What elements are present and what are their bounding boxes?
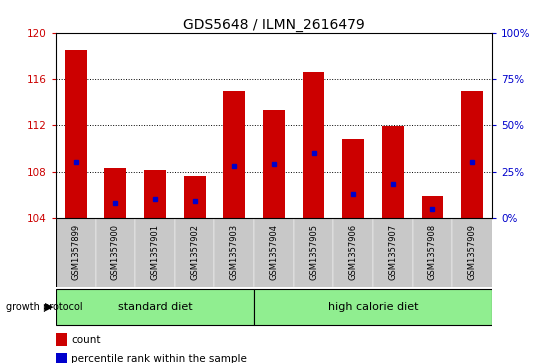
Bar: [56, 333, 67, 346]
Text: GSM1357909: GSM1357909: [467, 224, 477, 280]
Text: standard diet: standard diet: [118, 302, 192, 312]
Text: GSM1357907: GSM1357907: [389, 224, 397, 280]
Text: percentile rank within the sample: percentile rank within the sample: [71, 354, 247, 363]
Bar: [105, 168, 126, 218]
Bar: [373, 218, 413, 287]
Bar: [56, 218, 96, 287]
Bar: [302, 72, 324, 218]
Bar: [254, 289, 492, 325]
Text: GSM1357899: GSM1357899: [71, 224, 80, 280]
Title: GDS5648 / ILMN_2616479: GDS5648 / ILMN_2616479: [183, 18, 365, 32]
Bar: [421, 196, 443, 218]
Bar: [175, 218, 215, 287]
Bar: [413, 218, 452, 287]
Text: count: count: [71, 335, 101, 345]
Text: GSM1357908: GSM1357908: [428, 224, 437, 280]
Text: high calorie diet: high calorie diet: [328, 302, 418, 312]
Bar: [224, 90, 245, 218]
Text: ▶: ▶: [45, 302, 53, 312]
Bar: [293, 218, 333, 287]
Bar: [461, 90, 483, 218]
Bar: [215, 218, 254, 287]
Text: GSM1357905: GSM1357905: [309, 224, 318, 280]
Bar: [96, 218, 135, 287]
Bar: [144, 170, 166, 218]
Bar: [56, 353, 67, 363]
Bar: [65, 50, 87, 218]
Text: GSM1357903: GSM1357903: [230, 224, 239, 280]
Bar: [382, 126, 404, 218]
Bar: [184, 176, 206, 218]
Bar: [452, 218, 492, 287]
Text: GSM1357901: GSM1357901: [150, 224, 159, 280]
Text: GSM1357902: GSM1357902: [190, 224, 199, 280]
Bar: [333, 218, 373, 287]
Bar: [263, 110, 285, 218]
Text: GSM1357900: GSM1357900: [111, 224, 120, 280]
Text: GSM1357906: GSM1357906: [349, 224, 358, 280]
Bar: [135, 218, 175, 287]
Bar: [56, 289, 254, 325]
Text: growth protocol: growth protocol: [6, 302, 82, 312]
Text: GSM1357904: GSM1357904: [269, 224, 278, 280]
Bar: [342, 139, 364, 218]
Bar: [254, 218, 293, 287]
